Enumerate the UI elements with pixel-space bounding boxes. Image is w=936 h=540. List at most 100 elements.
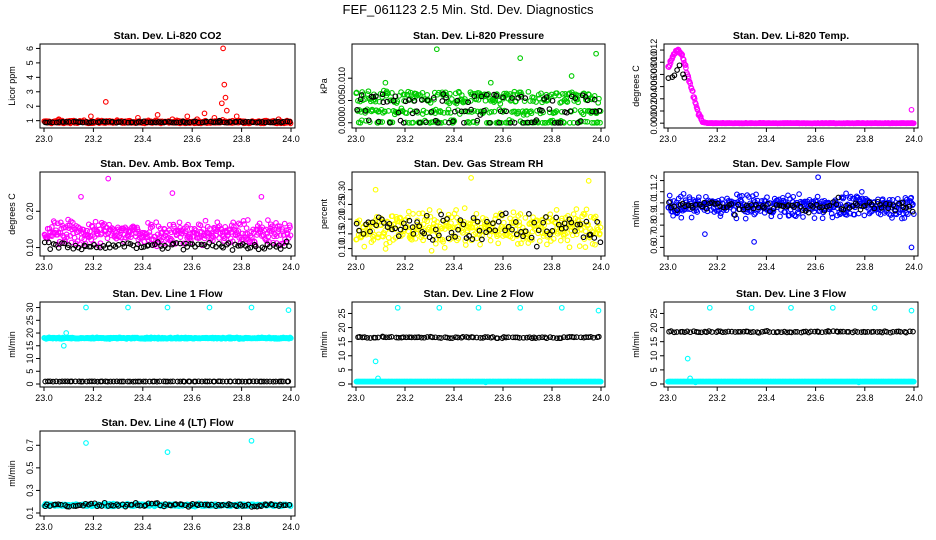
data-point xyxy=(261,245,268,252)
data-point xyxy=(666,199,672,206)
x-tick-label: 23.4 xyxy=(445,134,463,144)
y-tick-label: 0.10 xyxy=(337,240,347,258)
data-point xyxy=(421,334,428,341)
data-point xyxy=(267,378,273,385)
data-point xyxy=(550,334,557,341)
data-point xyxy=(576,243,583,249)
series-1 xyxy=(665,174,917,251)
data-point xyxy=(858,189,865,195)
data-point xyxy=(514,241,521,247)
x-tick-label: 24.0 xyxy=(592,134,610,144)
data-point xyxy=(854,202,860,208)
data-point xyxy=(177,240,184,247)
y-tick-label: 10 xyxy=(25,354,35,364)
data-point xyxy=(445,235,452,242)
data-point xyxy=(285,378,292,385)
data-point xyxy=(376,98,383,105)
points-layer xyxy=(353,175,604,254)
data-point xyxy=(543,94,550,100)
data-point xyxy=(364,334,371,341)
data-point xyxy=(411,334,418,341)
data-point xyxy=(418,97,425,103)
data-point xyxy=(765,201,771,207)
data-point xyxy=(878,204,885,211)
x-tick-label: 23.6 xyxy=(494,134,512,144)
y-tick-label: 5 xyxy=(25,60,35,65)
data-point xyxy=(597,224,604,231)
data-point xyxy=(217,378,223,385)
data-point xyxy=(711,200,718,207)
data-point xyxy=(681,329,688,336)
y-tick-label: 1 xyxy=(25,118,35,123)
data-point xyxy=(184,244,191,250)
data-point xyxy=(242,231,249,237)
data-point xyxy=(826,202,833,209)
panel-title: Stan. Dev. Line 1 Flow xyxy=(112,288,223,300)
data-point xyxy=(800,328,807,335)
data-point xyxy=(78,193,84,200)
data-point xyxy=(206,304,213,311)
data-point xyxy=(119,378,125,385)
data-point xyxy=(88,119,94,125)
data-point xyxy=(239,378,246,385)
data-point xyxy=(509,235,516,241)
data-point xyxy=(502,210,509,217)
data-point xyxy=(546,106,553,112)
x-tick-label: 24.0 xyxy=(282,393,300,403)
x-tick-label: 23.4 xyxy=(758,393,776,403)
y-axis-label: ml/min xyxy=(7,331,17,358)
data-point xyxy=(560,119,567,125)
data-point xyxy=(369,107,376,114)
data-point xyxy=(405,208,412,215)
data-point xyxy=(668,328,674,334)
data-point xyxy=(91,378,98,385)
data-point xyxy=(790,193,797,200)
data-point xyxy=(497,108,504,115)
data-point xyxy=(402,224,409,231)
data-point xyxy=(461,205,468,211)
data-point xyxy=(580,234,587,241)
data-point xyxy=(510,91,517,98)
data-point xyxy=(177,234,184,240)
x-tick-label: 23.8 xyxy=(543,262,561,272)
data-point xyxy=(287,334,293,341)
data-point xyxy=(180,246,187,253)
data-point xyxy=(415,334,422,340)
data-point xyxy=(354,106,360,113)
data-point xyxy=(563,95,570,102)
figure-title: FEF_061123 2.5 Min. Std. Dev. Diagnostic… xyxy=(343,2,594,17)
data-point xyxy=(107,378,114,385)
data-point xyxy=(447,90,453,97)
y-tick-label: 0.20 xyxy=(25,203,35,221)
data-point xyxy=(79,378,86,385)
data-point xyxy=(709,199,715,206)
data-point xyxy=(102,99,109,105)
data-point xyxy=(520,236,527,242)
data-point xyxy=(179,230,185,237)
data-point xyxy=(732,212,738,218)
y-tick-label: 30 xyxy=(25,303,35,313)
data-point xyxy=(56,378,63,385)
points-layer xyxy=(353,46,604,126)
data-point xyxy=(748,304,755,311)
data-point xyxy=(555,221,562,228)
data-point xyxy=(173,240,180,246)
data-point xyxy=(475,96,482,103)
data-point xyxy=(470,334,476,341)
data-point xyxy=(201,242,208,248)
y-tick-label: 2 xyxy=(25,104,35,109)
data-point xyxy=(539,119,546,126)
data-point xyxy=(575,99,581,106)
data-point xyxy=(372,186,379,193)
data-point xyxy=(488,108,495,115)
data-point xyxy=(816,204,823,211)
data-point xyxy=(428,247,435,254)
data-point xyxy=(357,98,363,105)
data-point xyxy=(669,56,675,62)
data-point xyxy=(433,46,440,53)
data-point xyxy=(392,93,399,100)
data-point xyxy=(426,207,433,213)
data-point xyxy=(287,232,294,239)
